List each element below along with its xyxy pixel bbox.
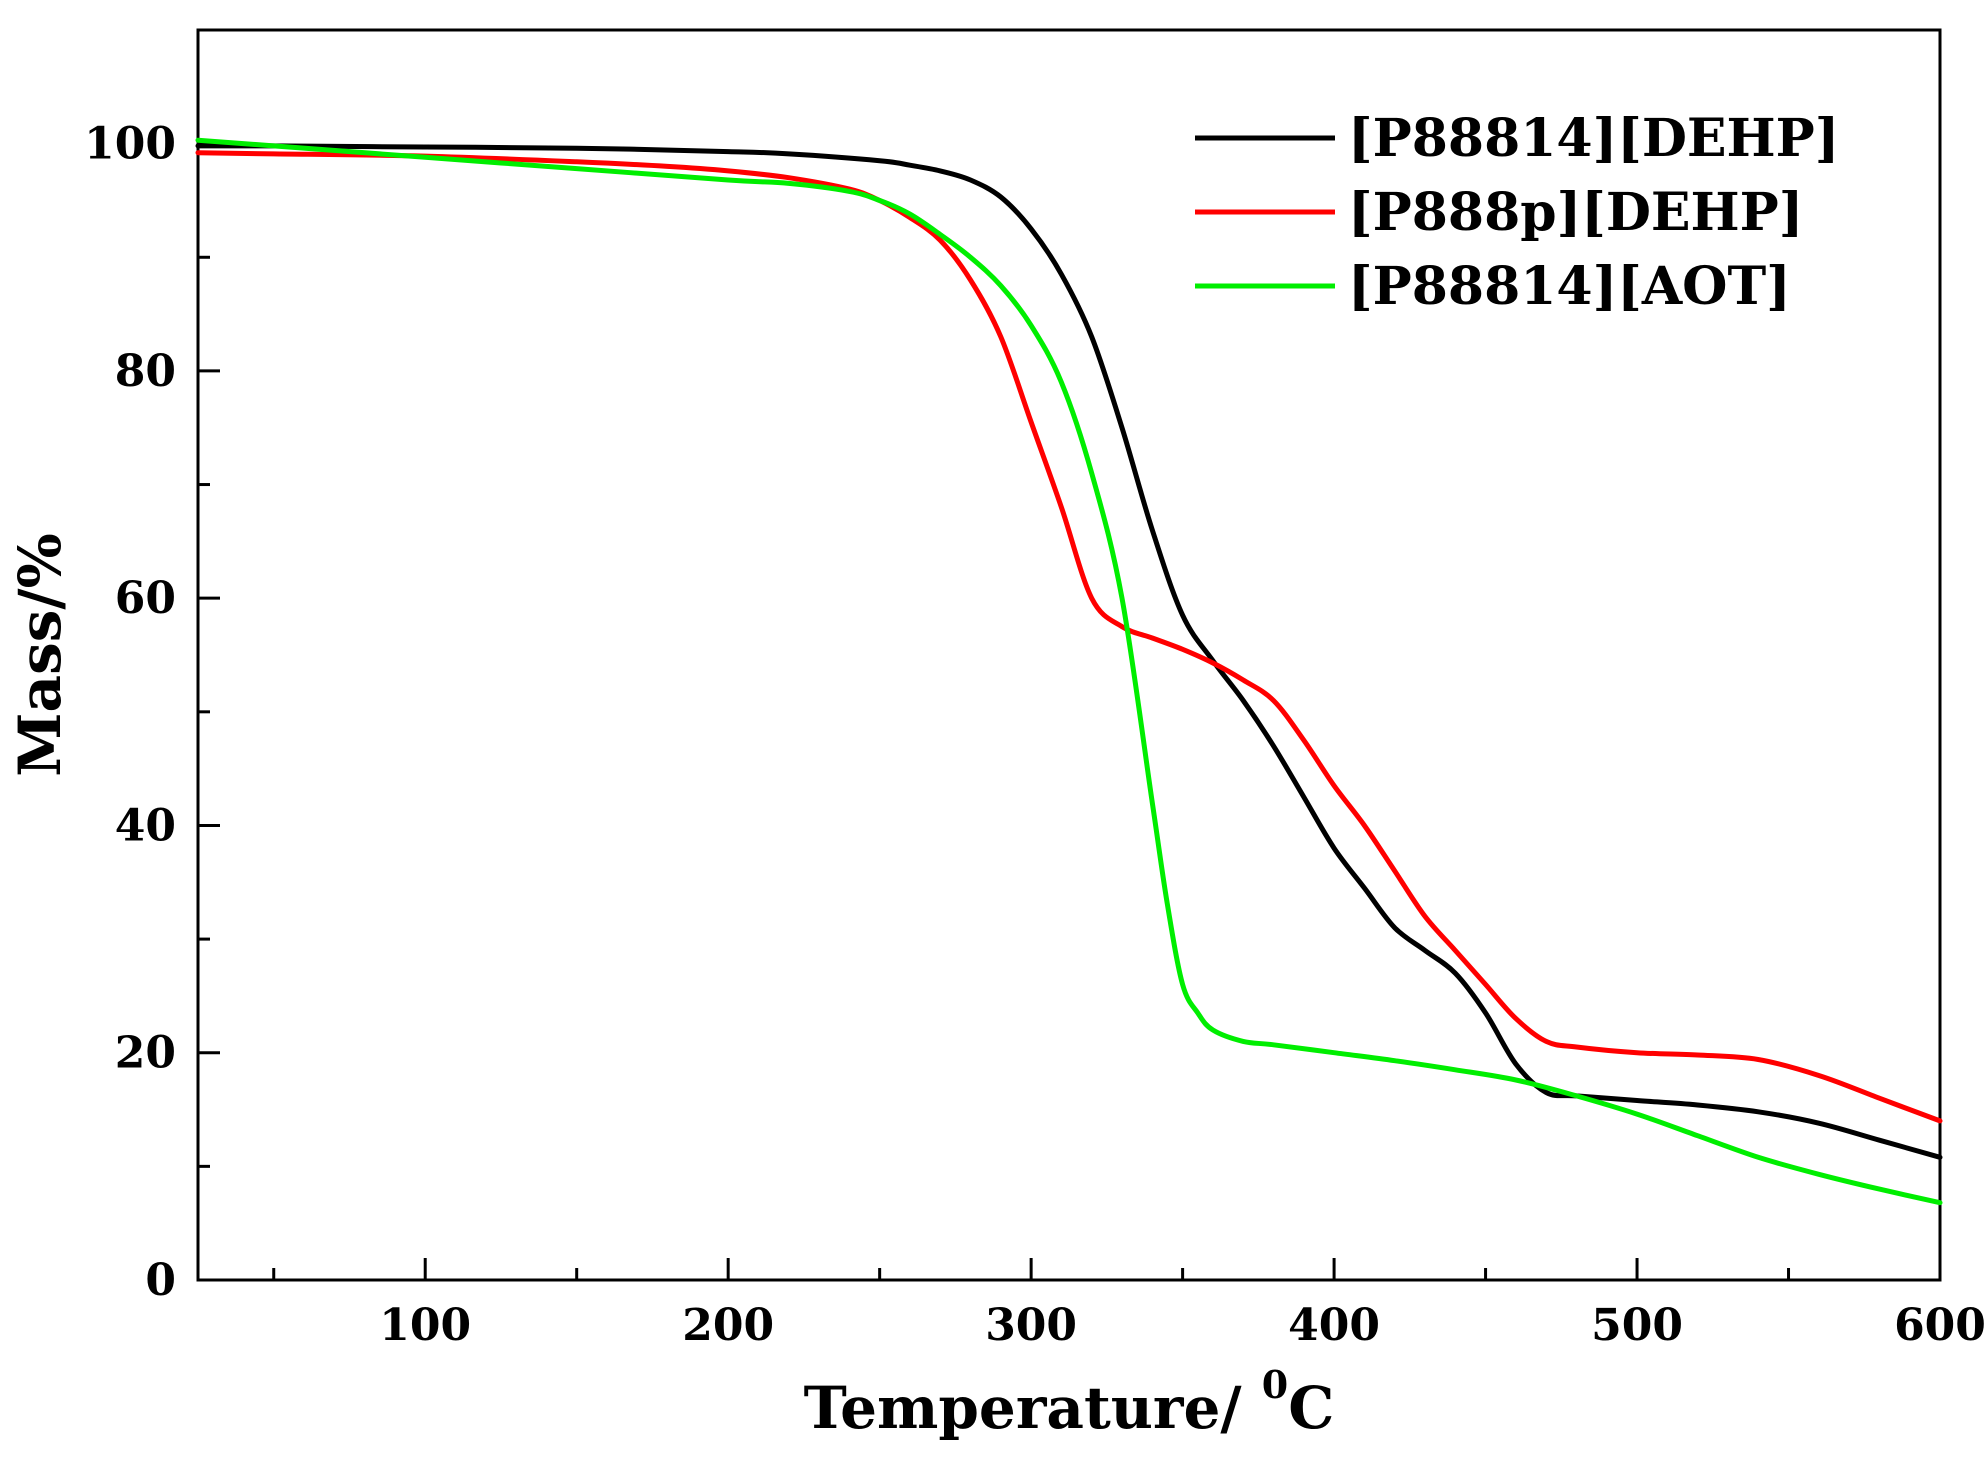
legend-label-3: [P88814][AOT]: [1348, 256, 1791, 317]
legend-label-2: [P888p][DEHP]: [1348, 182, 1803, 243]
y-tick-label-80: 80: [115, 346, 176, 397]
x-tick-label-200: 200: [682, 1300, 774, 1351]
x-tick-label-100: 100: [379, 1300, 471, 1351]
axis-ticks: 100 200 300 400 500 600 0 20 40 60 80 100: [84, 119, 1986, 1351]
x-axis-title-unit: C: [1288, 1374, 1334, 1442]
y-tick-label-60: 60: [115, 573, 176, 624]
x-axis-title-superscript: 0: [1262, 1362, 1288, 1407]
x-axis-title: Temperature/ 0C: [804, 1362, 1335, 1442]
x-axis-title-main: Temperature/: [804, 1374, 1262, 1442]
x-tick-label-500: 500: [1591, 1300, 1683, 1351]
series-line-2: [195, 150, 1943, 1124]
y-tick-label-100: 100: [84, 119, 176, 170]
y-tick-label-20: 20: [115, 1028, 176, 1079]
series-line-3: [195, 137, 1943, 1206]
y-tick-label-40: 40: [115, 800, 176, 851]
legend-label-1: [P88814][DEHP]: [1348, 108, 1839, 169]
y-tick-label-0: 0: [145, 1255, 176, 1306]
plot-frame: [196, 28, 1942, 1282]
y-axis-title: Mass/%: [6, 533, 74, 776]
x-tick-label-300: 300: [985, 1300, 1077, 1351]
x-tick-label-400: 400: [1288, 1300, 1380, 1351]
series-lines: [195, 137, 1943, 1206]
legend: [P88814][DEHP] [P888p][DEHP] [P88814][AOT]: [1195, 108, 1839, 317]
x-tick-label-600: 600: [1894, 1300, 1986, 1351]
